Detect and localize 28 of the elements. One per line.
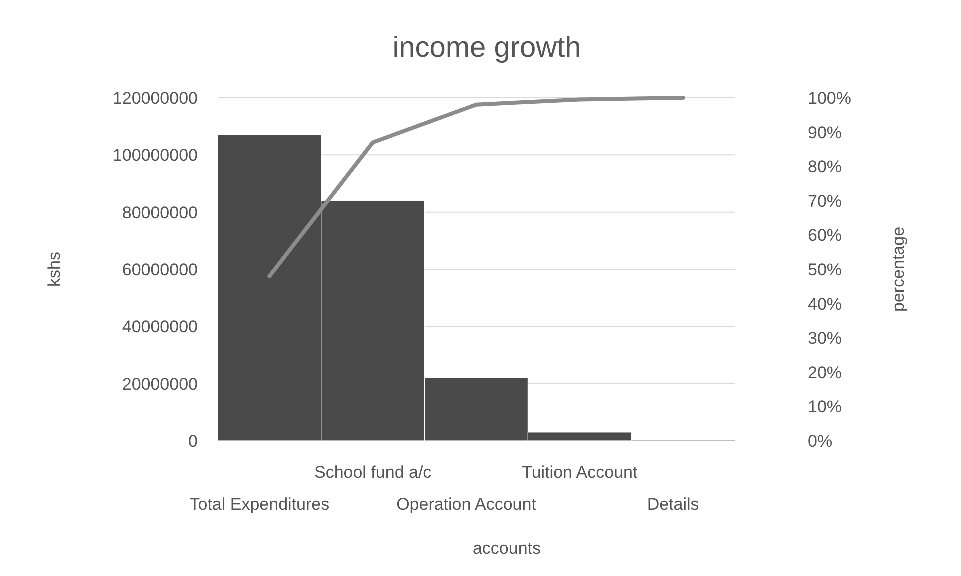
y2-tick-label: 60% <box>808 226 842 246</box>
y-tick-label: 80000000 <box>122 203 198 222</box>
x-tick-label: Tuition Account <box>522 463 638 482</box>
y2-tick-label: 0% <box>808 432 833 451</box>
y-tick-label: 60000000 <box>122 260 198 280</box>
y-tick-label: 120000000 <box>112 88 198 108</box>
x-tick-label: School fund a/c <box>314 463 432 482</box>
y-axis-title: kshs <box>45 252 64 287</box>
x-tick-label: Operation Account <box>396 495 537 514</box>
y2-tick-label: 20% <box>808 363 842 382</box>
y-tick-label: 0 <box>188 432 198 451</box>
y2-tick-label: 50% <box>808 260 842 280</box>
line-series <box>268 96 686 278</box>
y2-tick-label: 90% <box>808 123 842 142</box>
y2-tick-label: 100% <box>808 88 852 108</box>
y-tick-label: 40000000 <box>122 318 198 337</box>
x-axis-title: accounts <box>472 539 542 558</box>
y-tick-label: 20000000 <box>122 374 198 394</box>
y2-tick-label: 70% <box>808 192 842 211</box>
x-tick-label: Total Expenditures <box>190 495 330 514</box>
y2-tick-label: 10% <box>808 398 842 417</box>
y2-tick-label: 80% <box>808 158 842 177</box>
y2-axis-title: percentage <box>889 226 908 312</box>
y2-tick-label: 40% <box>808 294 842 314</box>
chart-title: income growth <box>392 32 582 64</box>
y-tick-label: 100000000 <box>112 146 198 166</box>
x-tick-label: Details <box>647 495 700 514</box>
y2-tick-label: 30% <box>808 329 842 348</box>
